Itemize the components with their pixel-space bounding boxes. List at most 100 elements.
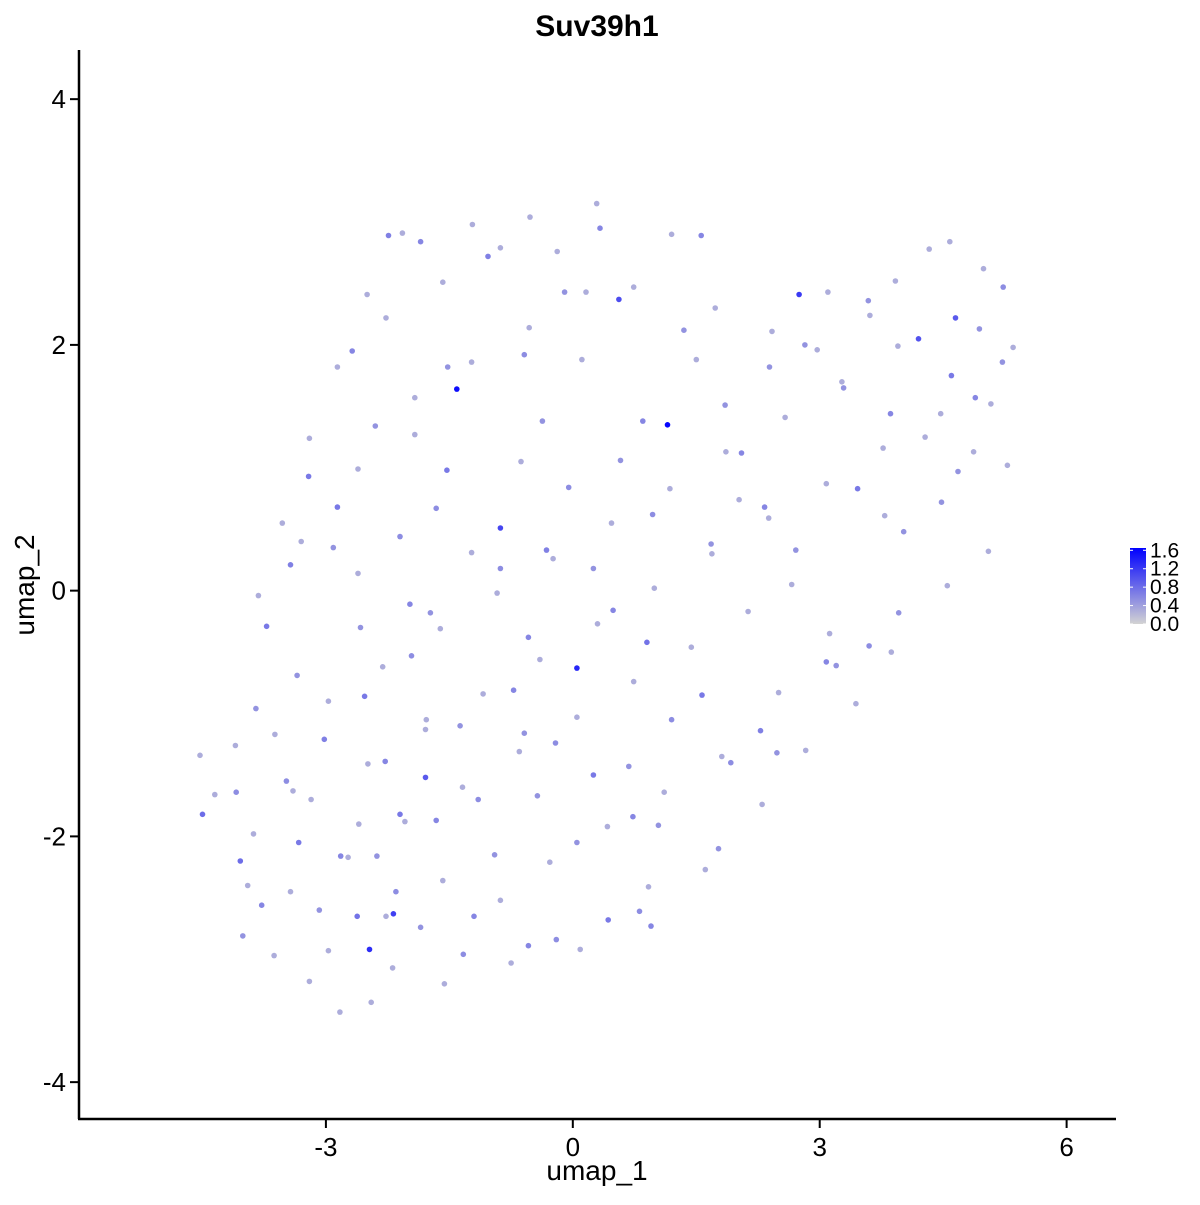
cell-point: [402, 818, 408, 825]
cell-point: [440, 279, 446, 286]
cell-point: [537, 656, 543, 663]
cell-point: [668, 231, 675, 238]
cell-point: [887, 410, 894, 417]
cell-point: [937, 410, 944, 417]
cell-point: [497, 525, 504, 531]
cell-point: [334, 504, 341, 510]
cell-point: [802, 747, 809, 754]
cell-point: [212, 791, 218, 798]
cell-point: [306, 435, 313, 442]
cell-point: [698, 232, 704, 239]
cell-point: [374, 853, 380, 859]
cell-point: [708, 541, 714, 547]
cell-point: [594, 621, 601, 627]
colorbar-tick-label: 0.8: [1150, 576, 1179, 599]
cell-point: [988, 401, 994, 407]
cell-point: [866, 643, 872, 649]
colorbar-tick-label: 0.0: [1150, 613, 1179, 636]
cell-point: [972, 394, 979, 401]
cell-point: [947, 238, 953, 245]
cell-point: [321, 736, 328, 743]
cell-point: [553, 936, 560, 943]
cell-point: [561, 289, 568, 295]
cell-point: [407, 601, 413, 607]
cell-point: [839, 379, 845, 385]
cell-point: [823, 659, 830, 665]
cell-point: [605, 917, 611, 923]
cell-point: [294, 672, 300, 679]
cell-point: [649, 511, 656, 518]
cell-point: [900, 528, 907, 535]
cell-point: [823, 480, 830, 487]
cell-point: [440, 877, 446, 884]
cell-point: [719, 753, 725, 760]
cell-point: [728, 759, 734, 766]
cell-point: [279, 520, 286, 526]
x-axis-ticks: -3 0 3 6: [314, 1119, 1074, 1162]
cell-point: [699, 692, 705, 698]
cell-point: [636, 908, 643, 915]
cell-point: [1010, 344, 1016, 351]
cell-point: [255, 592, 262, 599]
cell-point: [383, 913, 389, 920]
cell-point: [244, 882, 251, 889]
x-tick-label: 0: [566, 1132, 580, 1162]
cell-point: [525, 942, 532, 949]
cell-point: [681, 327, 687, 334]
cell-point: [330, 544, 337, 551]
y-tick-label: -4: [43, 1067, 66, 1097]
cell-point: [433, 505, 440, 512]
cell-point: [516, 748, 523, 755]
cell-point: [469, 221, 476, 228]
cell-point: [295, 839, 302, 846]
cell-point: [308, 796, 314, 803]
cell-point: [334, 364, 341, 370]
cell-point: [574, 839, 580, 846]
cell-point: [345, 854, 351, 861]
cell-point: [715, 845, 722, 852]
cell-point: [305, 473, 312, 480]
y-tick-label: 2: [52, 330, 66, 360]
cell-point: [433, 817, 440, 824]
cell-point: [337, 853, 344, 859]
cell-point: [271, 952, 277, 959]
cell-point: [337, 1009, 343, 1015]
cell-point: [460, 951, 467, 958]
cell-point: [356, 821, 362, 827]
cell-point: [644, 639, 650, 646]
cell-point: [325, 947, 332, 954]
cell-point: [788, 581, 795, 588]
cell-point: [775, 689, 782, 696]
cell-point: [888, 649, 895, 655]
cell-point: [926, 246, 932, 252]
cell-point: [397, 533, 403, 540]
cell-point: [539, 418, 546, 424]
cell-point: [970, 449, 977, 455]
cell-point: [366, 946, 373, 953]
cell-point: [412, 394, 418, 401]
cell-point: [510, 687, 517, 693]
cell-point: [833, 662, 839, 669]
cell-point: [393, 888, 399, 895]
cell-point: [712, 305, 718, 311]
x-tick-label: 6: [1059, 1132, 1073, 1162]
cell-point: [630, 813, 636, 820]
cell-point: [444, 467, 450, 474]
cell-point: [782, 414, 788, 421]
cell-point: [389, 965, 396, 971]
cell-point: [915, 336, 922, 342]
y-tick-label: -2: [43, 821, 66, 851]
cell-point: [497, 565, 504, 572]
cell-point: [738, 450, 745, 456]
cell-point: [664, 422, 671, 428]
cell-point: [497, 245, 504, 251]
cell-point: [554, 248, 560, 255]
cell-point: [579, 356, 585, 363]
cell-point: [397, 811, 403, 818]
cell-point: [550, 555, 556, 562]
colorbar: [1130, 548, 1146, 624]
cell-point: [826, 630, 833, 637]
cell-point: [354, 913, 361, 920]
